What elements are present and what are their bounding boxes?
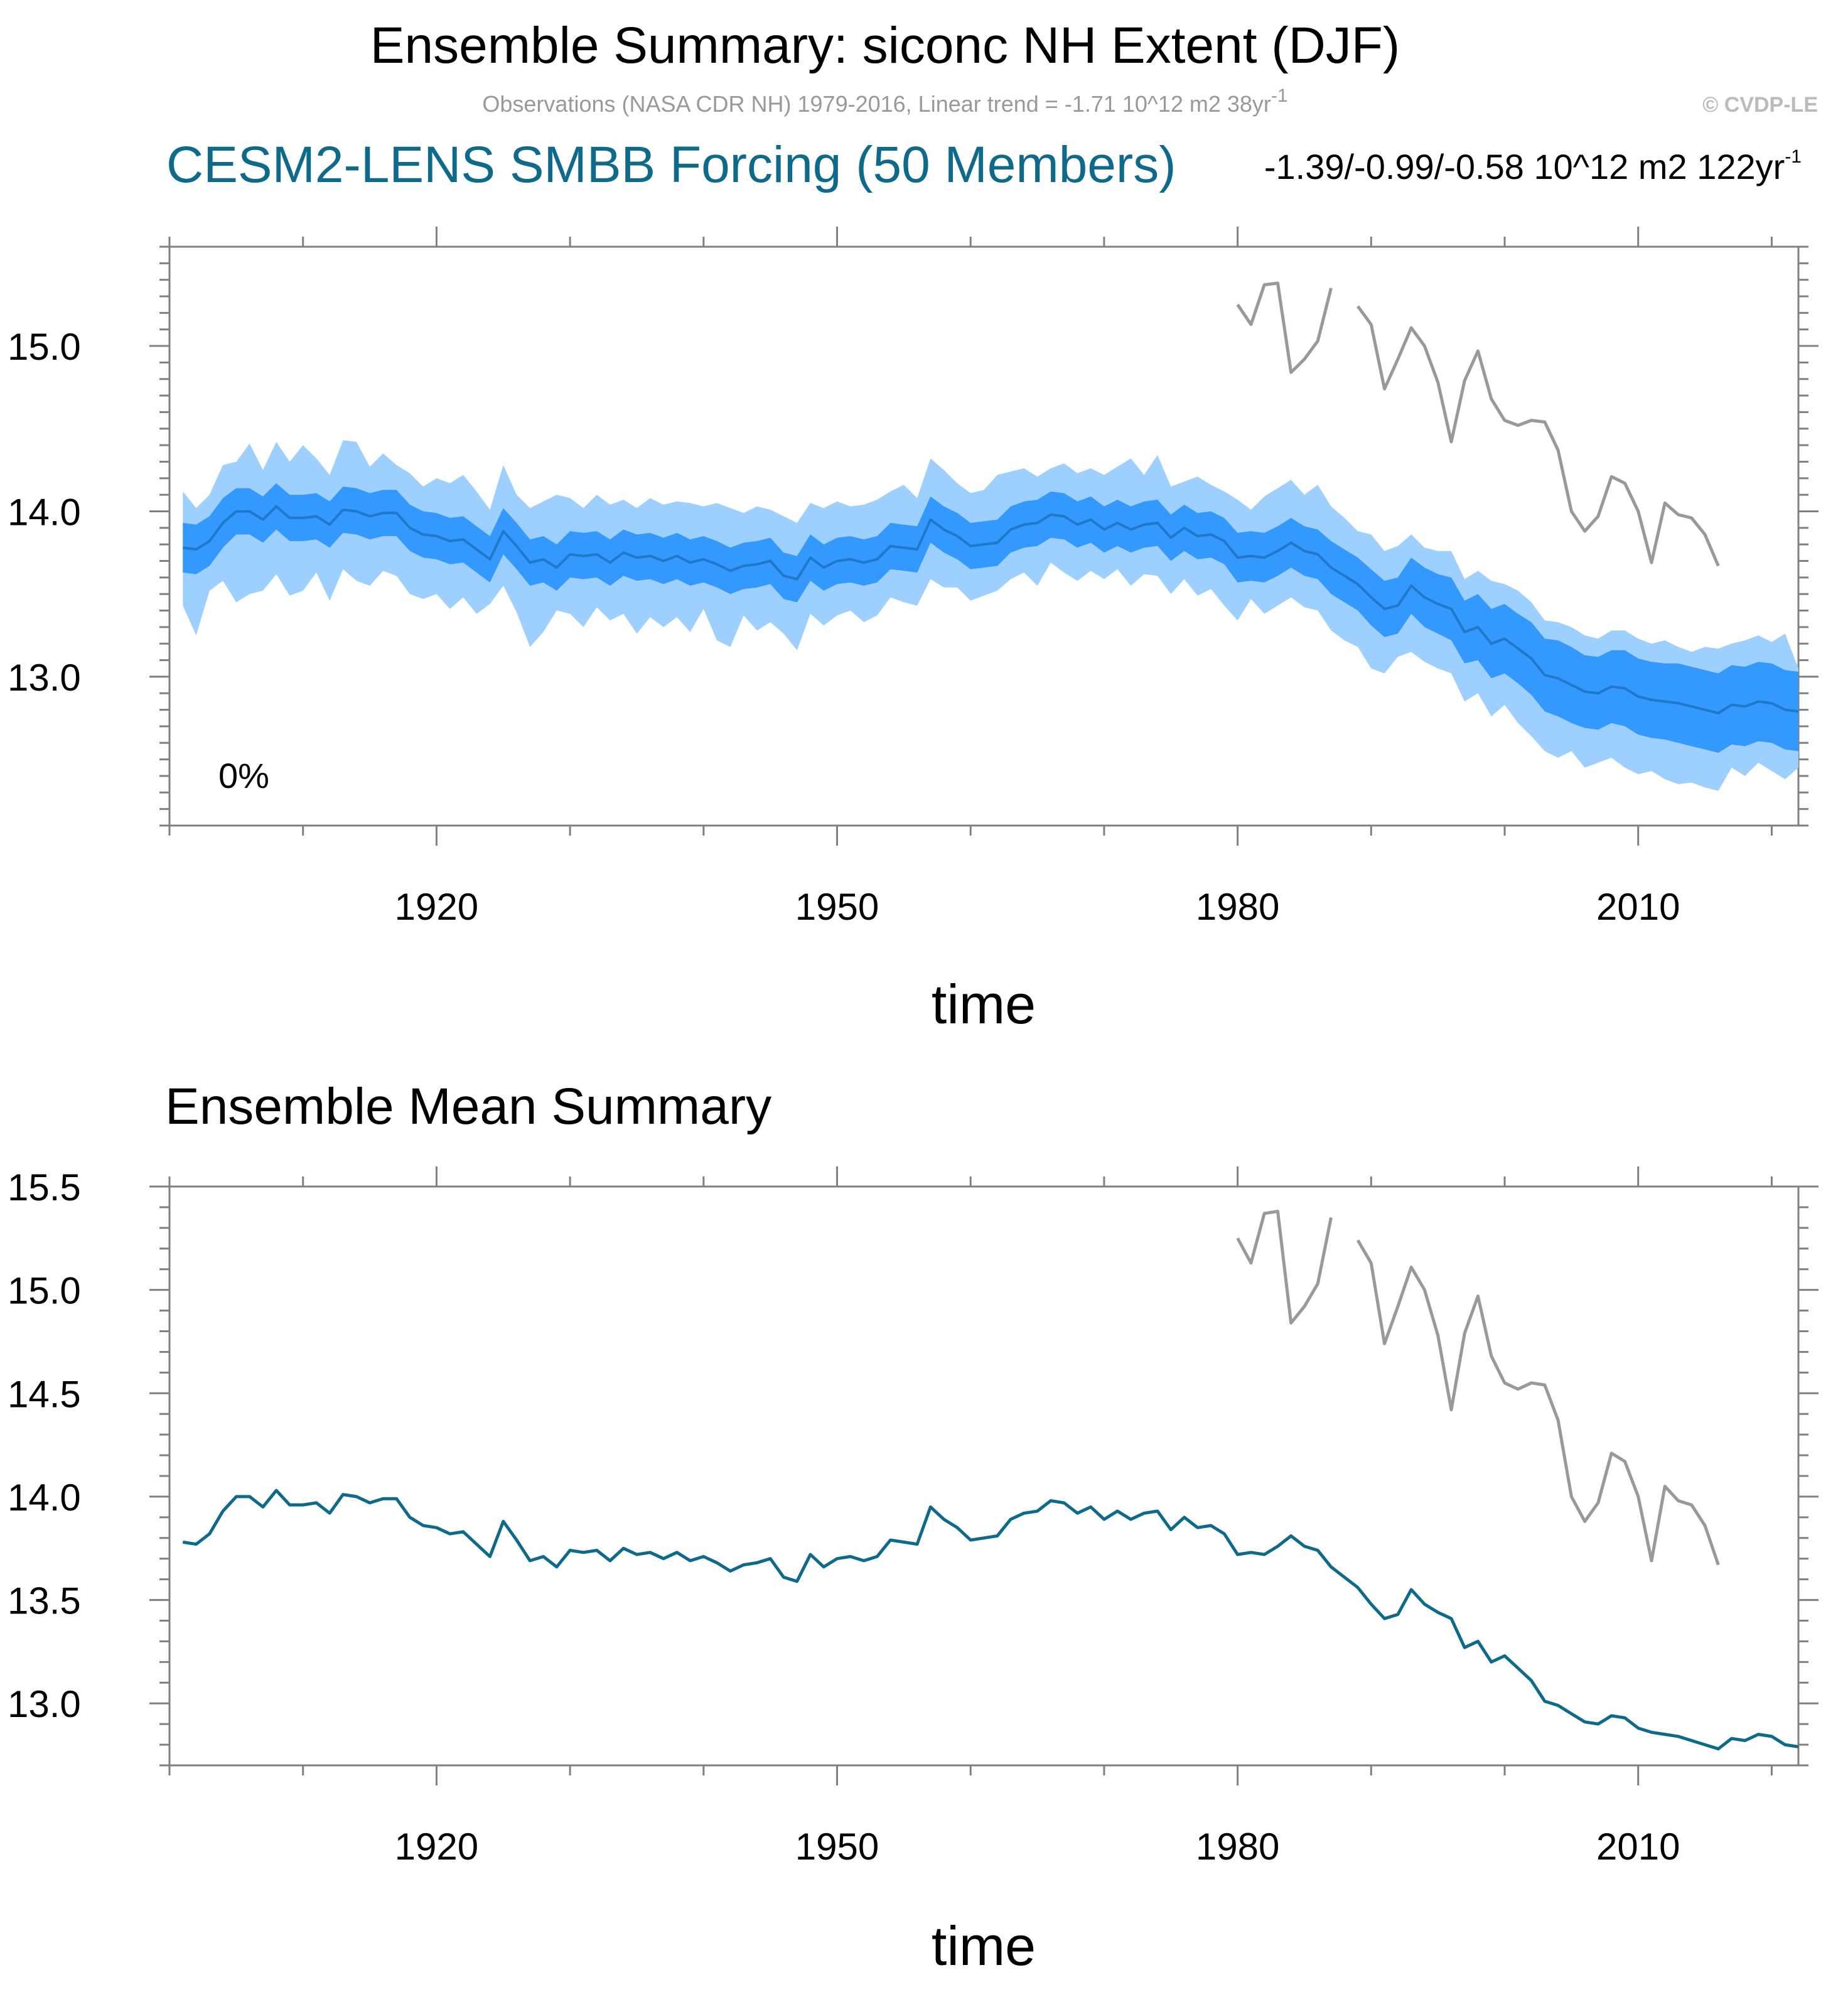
observations-subtitle-text: Observations (NASA CDR NH) 1979-2016, Li… xyxy=(482,91,1271,117)
ensemble-mean-line xyxy=(183,505,1799,714)
x-tick-label-1920: 1920 xyxy=(395,886,478,928)
y-tick-label-14.0: 14.0 xyxy=(8,491,81,533)
x-tick-label-1980: 1980 xyxy=(1196,1826,1279,1868)
credit-label: © CVDP-LE xyxy=(1702,93,1818,117)
panel-mean-ticks: 1920 1950 1980 2010 13.0 13.5 14.0 14.5 15.0 15.5 xyxy=(8,1166,1818,1868)
x-tick-label-2010: 2010 xyxy=(1596,886,1680,928)
y-tick-label-15.5: 15.5 xyxy=(8,1166,81,1209)
observations-line-segment-2 xyxy=(1356,305,1720,567)
panel-mean: 1920 1950 1980 2010 13.0 13.5 14.0 14.5 15.0 15.5… xyxy=(8,1166,1818,1977)
panel-spread: 1920 1950 1980 2010 13.0 14.0 15.0 0% time xyxy=(8,227,1818,1035)
figure-title: Ensemble Summary: siconc NH Extent (DJF) xyxy=(370,17,1400,74)
spread-inner-band xyxy=(183,483,1798,753)
model-title: CESM2-LENS SMBB Forcing (50 Members) xyxy=(166,136,1176,193)
y-tick-label-13.5: 13.5 xyxy=(8,1580,81,1622)
panel-spread-plot xyxy=(183,281,1799,791)
x-tick-label-1950: 1950 xyxy=(795,1826,879,1868)
x-tick-label-1980: 1980 xyxy=(1196,886,1279,928)
trend-label: -1.39/-0.99/-0.58 10^12 m2 122yr-1 xyxy=(1264,146,1802,186)
observations-line-segment-1 xyxy=(1236,1210,1333,1325)
y-tick-label-15.0: 15.0 xyxy=(8,326,81,368)
observations-subtitle-sup: -1 xyxy=(1271,85,1288,106)
panel-spread-frame xyxy=(168,245,1800,827)
panel-mean-frame xyxy=(168,1185,1800,1767)
observations-subtitle: Observations (NASA CDR NH) 1979-2016, Li… xyxy=(482,85,1287,117)
trend-label-sup: -1 xyxy=(1785,146,1802,167)
observations-line-segment-2 xyxy=(1356,1239,1720,1566)
panel2-title: Ensemble Mean Summary xyxy=(165,1078,771,1135)
panel-spread-ticks: 1920 1950 1980 2010 13.0 14.0 15.0 xyxy=(8,227,1818,928)
y-tick-label-14.5: 14.5 xyxy=(8,1373,81,1415)
x-axis-title-1: time xyxy=(932,973,1036,1035)
x-axis-title-2: time xyxy=(932,1915,1036,1977)
percent-label: 0% xyxy=(218,756,269,795)
x-tick-label-2010: 2010 xyxy=(1596,1826,1680,1868)
ensemble-mean-line xyxy=(182,1489,1799,1751)
spread-outer-band xyxy=(183,440,1798,791)
y-tick-label-13.0: 13.0 xyxy=(8,657,81,699)
y-tick-label-14.0: 14.0 xyxy=(8,1477,81,1519)
x-tick-label-1950: 1950 xyxy=(795,886,879,928)
observations-line-segment-1 xyxy=(1236,281,1333,374)
y-tick-label-15.0: 15.0 xyxy=(8,1270,81,1312)
trend-label-text: -1.39/-0.99/-0.58 10^12 m2 122yr xyxy=(1264,147,1785,186)
y-tick-label-13.0: 13.0 xyxy=(8,1683,81,1725)
x-tick-label-1920: 1920 xyxy=(395,1826,478,1868)
panel-mean-plot xyxy=(182,1210,1799,1751)
